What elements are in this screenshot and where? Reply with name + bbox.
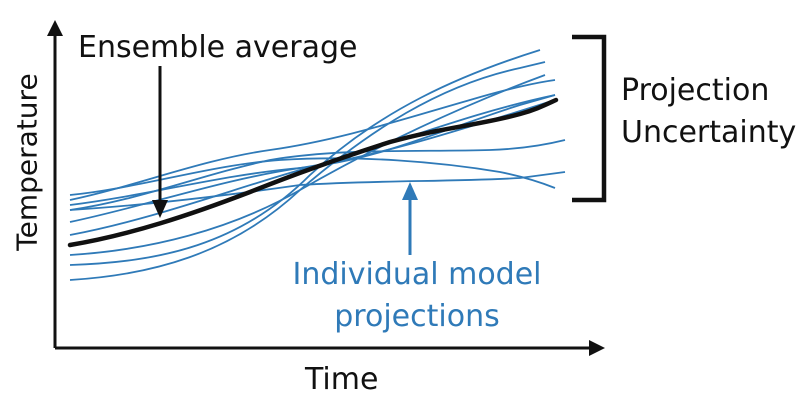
individual-model-projections-label: Individual model projections xyxy=(283,254,551,338)
model-line xyxy=(69,49,541,266)
ensemble-average-line xyxy=(67,97,559,248)
model-projection-lines xyxy=(69,49,566,281)
individual-label-line2: projections xyxy=(334,299,500,334)
ensemble-average-label: Ensemble average xyxy=(78,30,358,65)
y-axis-arrowhead xyxy=(47,20,63,36)
individual-label-line1: Individual model xyxy=(292,257,542,292)
x-axis-label: Time xyxy=(305,362,379,397)
model-line xyxy=(69,94,556,236)
model-line xyxy=(69,157,556,196)
ensemble-arrow xyxy=(152,66,168,218)
y-axis-label: Temperature xyxy=(10,73,44,251)
projection-uncertainty-label: Projection Uncertainty xyxy=(621,70,796,154)
uncertainty-bracket xyxy=(572,34,607,203)
model-line xyxy=(69,171,566,211)
x-axis-arrowhead xyxy=(589,340,605,356)
uncertainty-label-line1: Projection xyxy=(621,73,770,108)
axes xyxy=(47,20,605,356)
model-line xyxy=(69,74,546,256)
uncertainty-label-line2: Uncertainty xyxy=(621,115,797,150)
individual-arrow xyxy=(402,182,418,255)
